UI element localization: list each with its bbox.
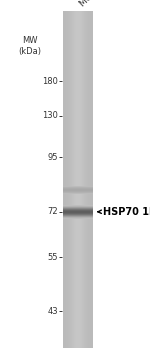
Text: 55: 55: [47, 253, 58, 261]
Text: 95: 95: [47, 153, 58, 162]
Text: 130: 130: [42, 111, 58, 120]
Text: MW
(kDa): MW (kDa): [18, 36, 42, 56]
Text: 43: 43: [47, 307, 58, 316]
Text: 72: 72: [47, 207, 58, 216]
Text: Mouse testis: Mouse testis: [78, 0, 125, 8]
Text: HSP70 1L: HSP70 1L: [103, 207, 150, 217]
Text: 180: 180: [42, 77, 58, 86]
